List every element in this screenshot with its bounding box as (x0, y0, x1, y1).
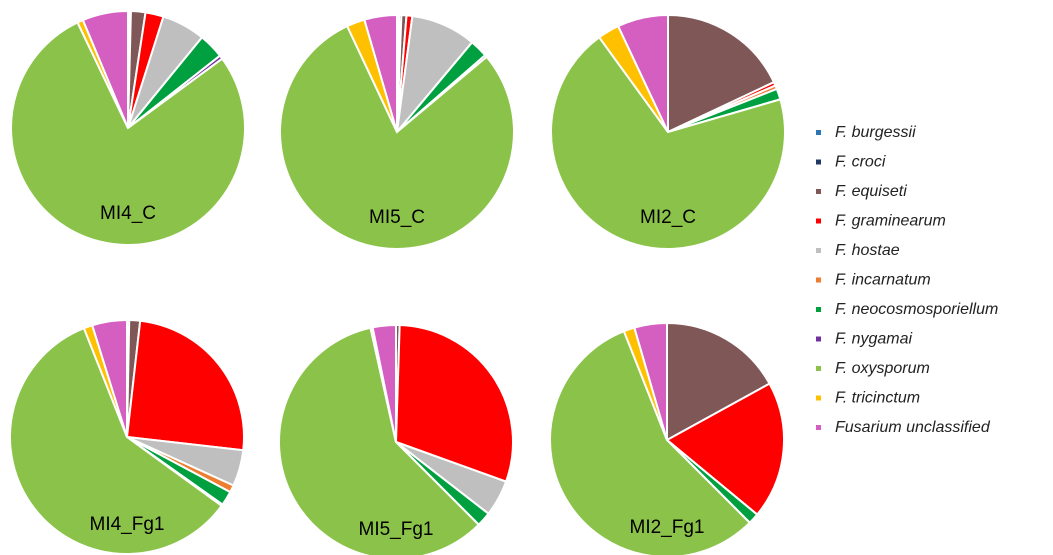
pie-slice (666, 321, 771, 442)
legend-text: F. hostae (835, 242, 900, 259)
legend-text: F. tricinctum (835, 390, 920, 407)
legend-marker (816, 189, 821, 194)
legend-marker (816, 425, 821, 430)
pie-slice (279, 24, 515, 250)
pie-label: MI5_Fg1 (359, 519, 434, 540)
pie-slice (667, 13, 776, 134)
legend-marker (816, 336, 821, 342)
legend-text: F. graminearum (835, 213, 946, 230)
legend-text: F. oxysporum (835, 360, 930, 377)
pie-slice (9, 326, 224, 555)
pie-label: MI5_C (369, 207, 425, 228)
pie-slice (363, 13, 398, 133)
legend-text: F. neocosmosporiellum (835, 301, 998, 318)
legend-marker (816, 395, 821, 401)
legend-text: F. equiseti (835, 183, 907, 200)
pie-slice (550, 35, 786, 250)
legend-marker (816, 277, 821, 283)
legend-text: F. burgessii (835, 124, 916, 141)
pie-slice (371, 323, 397, 443)
legend-marker (816, 366, 821, 371)
pie-slice (665, 382, 785, 516)
legend-marker (816, 218, 821, 224)
pie-label: MI2_Fg1 (630, 517, 705, 538)
pie-slice (549, 329, 752, 555)
pie-slice (616, 13, 669, 133)
pie-slice (394, 324, 514, 483)
legend-marker (816, 159, 821, 165)
pie-slice (633, 321, 668, 441)
pie-label: MI2_C (640, 207, 696, 228)
pie-label: MI4_Fg1 (90, 514, 165, 535)
legend-text: Fusarium unclassified (835, 419, 991, 436)
pie-slice (125, 319, 245, 452)
legend-marker (816, 248, 821, 253)
legend-text: F. croci (835, 154, 886, 171)
pie-slice (81, 9, 129, 129)
legend-text: F. incarnatum (835, 272, 931, 289)
pie-label: MI4_C (100, 203, 156, 224)
legend-marker (816, 130, 821, 135)
pie-slice (10, 21, 246, 246)
legend-marker (816, 307, 821, 312)
legend-text: F. nygamai (835, 331, 913, 348)
pie-slice (90, 318, 128, 438)
